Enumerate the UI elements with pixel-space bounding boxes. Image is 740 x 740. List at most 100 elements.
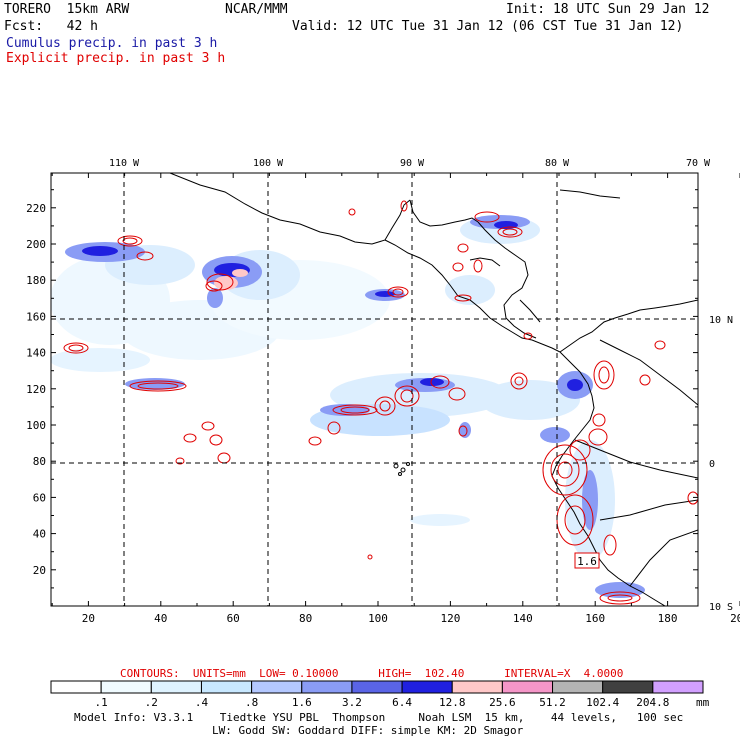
colorbar-label: 6.4: [392, 696, 412, 709]
explicit-precip-label: Explicit precip. in past 3 h: [6, 51, 226, 66]
contour-ring: [205, 280, 223, 292]
contour-ring: [607, 594, 633, 602]
contour-label-text: 1.6: [577, 555, 597, 568]
x-tick-label: 60: [227, 612, 240, 625]
contour-ring: [510, 372, 528, 390]
contour-ring: [137, 382, 179, 390]
y-tick-label: 60: [33, 491, 46, 504]
y-tick-label: 200: [26, 238, 46, 251]
contour-ring: [542, 444, 588, 496]
galapagos-island: [406, 462, 410, 466]
plot-frame: [50, 172, 699, 607]
contour-ring: [502, 228, 518, 236]
y-tick-label: 40: [33, 528, 46, 541]
colorbar-label: 204.8: [636, 696, 670, 709]
contour-ring: [117, 235, 143, 247]
latitude-labels: 10 N 0 10 S: [709, 315, 733, 613]
x-tick-label: 80: [299, 612, 312, 625]
colorbar-cell: [100, 680, 152, 694]
x-tick-label: 140: [513, 612, 533, 625]
precip-heavy-area: [567, 379, 583, 391]
y-axis: 20 40 60 80 100 120 140 160 180 200 220: [26, 189, 698, 589]
longitude-label: 70 W: [686, 158, 711, 169]
contour-ring: [327, 421, 341, 435]
coastline-cuba-south: [469, 257, 501, 267]
contour-ring: [367, 554, 373, 560]
colorbar-cells: [50, 680, 704, 694]
contour-ring: [379, 400, 391, 412]
contour-ring: [394, 385, 420, 407]
colorbar-cell: [552, 680, 604, 694]
contour-ring: [588, 428, 608, 446]
colorbar-label: .8: [244, 696, 259, 709]
precip-medium-area: [207, 288, 223, 308]
coastline-central-america-pacific: [384, 239, 561, 353]
colorbar-cell: [351, 680, 403, 694]
latitude-label: 10 S: [709, 602, 733, 613]
model-info-line-1: Model Info: V3.3.1 Tiedtke YSU PBL Thomp…: [74, 711, 684, 724]
colorbar-cell: [50, 680, 102, 694]
x-tick-label: 20: [82, 612, 95, 625]
contour-ring: [639, 374, 651, 386]
coastline-yucatan-gulf: [409, 199, 479, 227]
coastline-central-america-caribbean: [477, 221, 537, 339]
contour-ring: [592, 413, 606, 427]
contour-ring: [687, 491, 698, 505]
precip-light-area: [445, 275, 495, 305]
model-title: TORERO 15km ARW: [4, 2, 130, 17]
precip-heavy-area: [420, 378, 444, 386]
contour-ring: [497, 226, 523, 238]
contours-info: CONTOURS: UNITS=mm LOW= 0.10000 HIGH= 10…: [120, 667, 624, 680]
contour-ring: [448, 387, 466, 401]
contour-ring: [308, 436, 322, 446]
cumulus-precip-shading: [51, 215, 645, 598]
longitude-label: 80 W: [545, 158, 570, 169]
colorbar-cell: [401, 680, 453, 694]
precip-medium-area: [595, 582, 645, 598]
cumulus-precip-label: Cumulus precip. in past 3 h: [6, 36, 218, 51]
x-tick-label: 160: [585, 612, 605, 625]
border-peru-brazil: [599, 499, 698, 521]
border-peru-bolivia: [629, 529, 698, 587]
contour-ring: [374, 396, 396, 416]
longitude-label: 100 W: [253, 158, 284, 169]
contour-ring: [392, 288, 404, 296]
contour-ring: [175, 457, 185, 465]
contour-ring: [550, 453, 580, 487]
coastline-south-america-north: [559, 299, 698, 353]
colorbar-label: .1: [94, 696, 108, 709]
contour-ring: [603, 534, 617, 556]
colorbar-label: 3.2: [341, 696, 362, 709]
center-label: NCAR/MMM: [225, 2, 288, 17]
contour-ring: [452, 262, 464, 272]
longitude-label: 110 W: [109, 158, 140, 169]
y-tick-label: 80: [33, 455, 46, 468]
contour-ring: [209, 434, 223, 446]
forecast-hour: Fcst: 42 h: [4, 19, 98, 34]
colorbar-units: mm: [696, 696, 710, 709]
contour-ring: [569, 439, 591, 461]
contour-ring: [340, 406, 370, 414]
colorbar-label: 12.8: [438, 696, 466, 709]
contour-ring: [129, 380, 187, 392]
contour-ring: [400, 200, 408, 212]
contour-ring: [387, 286, 409, 298]
precip-extreme-area: [232, 269, 248, 277]
border-central-america: [519, 299, 541, 323]
x-tick-label: 100: [368, 612, 388, 625]
y-tick-label: 220: [26, 202, 46, 215]
contour-ring: [474, 211, 500, 223]
y-tick-label: 20: [33, 564, 46, 577]
precip-light-area: [410, 514, 470, 526]
coastline-colombia-ecuador: [551, 351, 595, 477]
precip-heavy-area: [82, 246, 118, 256]
galapagos-island: [398, 472, 402, 476]
explicit-precip-contours: [63, 200, 698, 605]
contour-ring: [400, 389, 414, 403]
colorbar-cell: [150, 680, 202, 694]
contour-ring: [599, 591, 641, 605]
contour-label-box: [574, 552, 600, 569]
x-tick-label: 200: [730, 612, 740, 625]
contour-ring: [63, 342, 89, 354]
